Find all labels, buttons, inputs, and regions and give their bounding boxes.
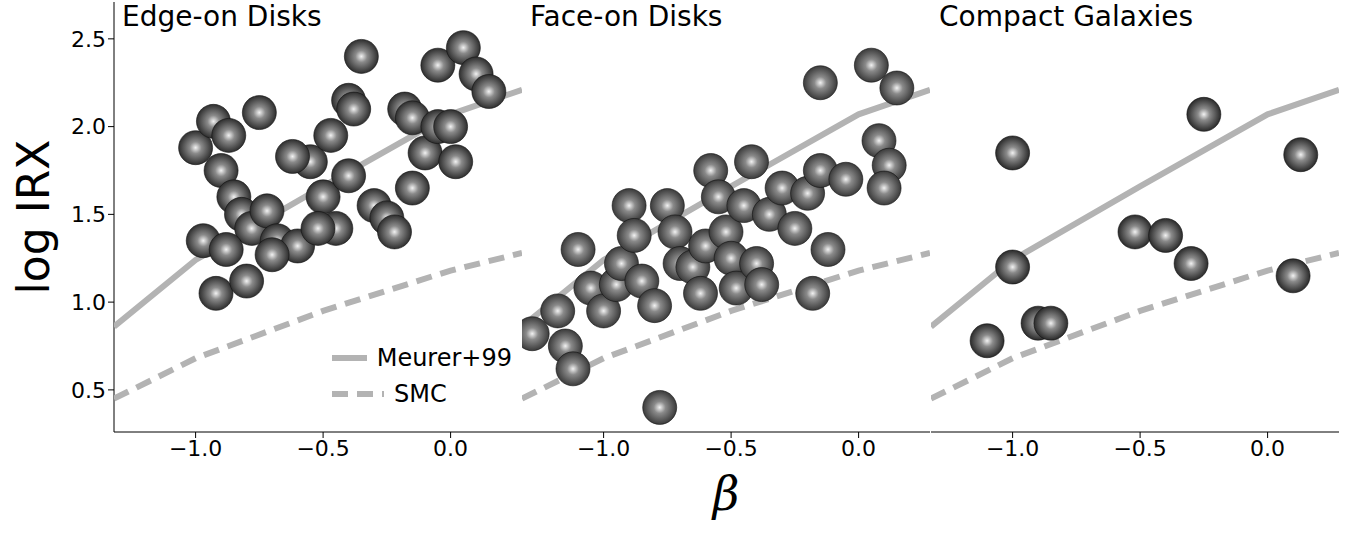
html-text:Compact Galaxies: Compact Galaxies — [939, 0, 1194, 33]
html-text:SMC: SMC — [394, 380, 447, 408]
svg-text:−1.0: −1.0 — [986, 436, 1039, 461]
svg-text:2.0: 2.0 — [71, 114, 106, 139]
html-text:β: β — [712, 467, 740, 521]
svg-text:1.5: 1.5 — [71, 202, 106, 227]
svg-text:2.5: 2.5 — [71, 27, 106, 52]
svg-text:0.0: 0.0 — [841, 436, 876, 461]
html-text:Meurer+99: Meurer+99 — [376, 344, 512, 372]
svg-text:−0.5: −0.5 — [296, 436, 349, 461]
html-text:Face-on Disks: Face-on Disks — [530, 0, 723, 33]
svg-text:−1.0: −1.0 — [169, 436, 222, 461]
svg-text:−0.5: −0.5 — [704, 436, 757, 461]
html-text:log IRX: log IRX — [8, 139, 59, 295]
svg-text:1.0: 1.0 — [71, 290, 106, 315]
svg-text:0.5: 0.5 — [71, 378, 106, 403]
svg-text:−1.0: −1.0 — [577, 436, 630, 461]
svg-text:0.0: 0.0 — [1250, 436, 1285, 461]
svg-text:0.0: 0.0 — [433, 436, 468, 461]
svg-text:−0.5: −0.5 — [1113, 436, 1166, 461]
html-text:Edge-on Disks: Edge-on Disks — [122, 0, 322, 33]
